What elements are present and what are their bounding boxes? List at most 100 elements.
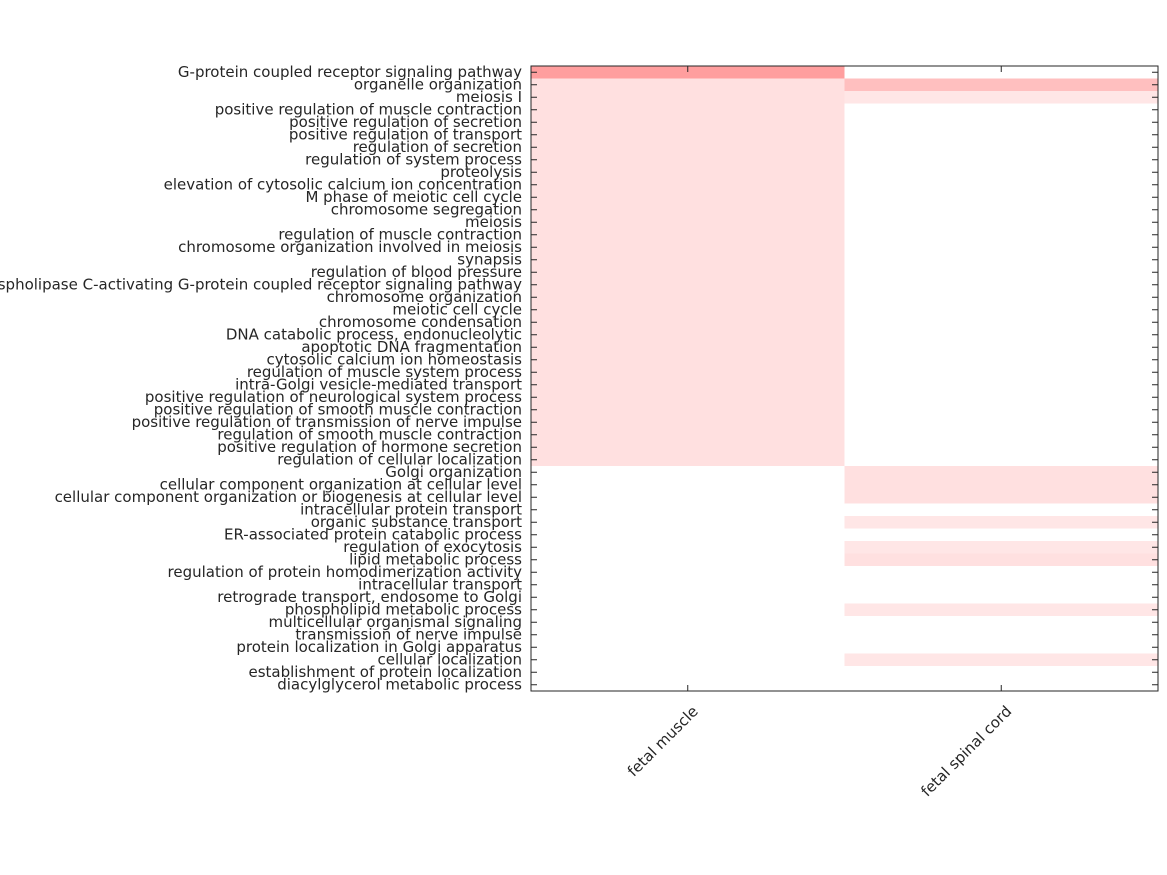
row-label: elevation of cytosolic calcium ion conce… [164, 175, 522, 193]
heatmap-cell [531, 666, 845, 679]
heatmap-cell [844, 616, 1159, 629]
row-label: regulation of cellular localization [277, 450, 522, 468]
row-label: regulation of muscle contraction [278, 225, 522, 243]
row-label: chromosome organization involved in meio… [178, 238, 522, 256]
heatmap-cell [844, 641, 1159, 654]
heatmap-cell [531, 203, 845, 217]
heatmap-cell [844, 216, 1159, 229]
heatmap-cell [531, 478, 845, 492]
heatmap-cell [844, 653, 1159, 667]
heatmap-cell [531, 66, 845, 79]
heatmap-cell [844, 628, 1159, 642]
row-label: regulation of protein homodimerization a… [168, 563, 523, 581]
heatmap-cell [844, 291, 1159, 304]
row-label: G-protein coupled receptor signaling pat… [178, 63, 522, 81]
row-label: proteolysis [440, 163, 522, 181]
row-label: transmission of nerve impulse [295, 625, 522, 643]
heatmap-cell [844, 166, 1159, 179]
heatmap-cell [531, 441, 845, 454]
row-label: chromosome condensation [319, 313, 522, 331]
heatmap-cell [531, 103, 845, 117]
row-label: meiosis I [456, 88, 522, 106]
row-label: cellular localization [377, 650, 522, 668]
heatmap-cell [844, 491, 1159, 504]
heatmap-cell [844, 391, 1159, 404]
heatmap-cell [531, 178, 845, 192]
heatmap-cell [844, 141, 1159, 154]
heatmap-cell [844, 503, 1159, 517]
heatmap-cell [531, 216, 845, 229]
heatmap-cell [844, 553, 1159, 567]
heatmap-cell [844, 103, 1159, 117]
heatmap-cell [531, 503, 845, 517]
heatmap-cell [844, 66, 1159, 79]
heatmap-cell [531, 291, 845, 304]
row-label: Golgi organization [385, 463, 522, 481]
heatmap-cell [531, 591, 845, 604]
row-label: retrograde transport, endosome to Golgi [217, 588, 522, 606]
heatmap-cell [531, 266, 845, 279]
heatmap-cell [531, 428, 845, 442]
heatmap-cell [531, 353, 845, 367]
heatmap-cell [844, 441, 1159, 454]
heatmap-cell [844, 403, 1159, 417]
heatmap-cell [844, 416, 1159, 429]
heatmap-cell [844, 428, 1159, 442]
heatmap-cell [844, 316, 1159, 329]
row-label: phospholipid metabolic process [285, 600, 522, 618]
heatmap-cell [844, 228, 1159, 242]
heatmap-cell [844, 603, 1159, 617]
row-label: regulation of blood pressure [311, 263, 522, 281]
heatmap-cell [844, 241, 1159, 254]
heatmap-cell [531, 341, 845, 354]
column-label: fetal spinal cord [917, 702, 1015, 800]
heatmap-cell [531, 453, 845, 467]
heatmap-cell [531, 228, 845, 242]
heatmap-cell [844, 266, 1159, 279]
heatmap-cell [844, 353, 1159, 367]
heatmap-cell [531, 166, 845, 179]
plot-frame [530, 65, 1159, 692]
heatmap-cell [531, 116, 845, 129]
heatmap-cell [531, 241, 845, 254]
row-label: regulation of smooth muscle contraction [217, 425, 522, 443]
heatmap-cell [844, 253, 1159, 267]
heatmap-cell [531, 378, 845, 392]
row-label: protein localization in Golgi apparatus [236, 638, 522, 656]
heatmap-cell [844, 116, 1159, 129]
heatmap-cell [531, 466, 845, 479]
heatmap-cell [531, 191, 845, 204]
heatmap-cell [844, 78, 1159, 92]
heatmap-cell [844, 128, 1159, 142]
heatmap-cell [531, 491, 845, 504]
row-labels: G-protein coupled receptor signaling pat… [0, 63, 522, 694]
heatmap-cell [844, 591, 1159, 604]
heatmap-cell [844, 366, 1159, 379]
heatmap-cell [844, 328, 1159, 342]
row-label: M phase of meiotic cell cycle [305, 188, 522, 206]
row-label: apoptotic DNA fragmentation [301, 338, 522, 356]
heatmap-cell [531, 403, 845, 417]
row-label: chromosome organization [327, 288, 522, 306]
row-label: multicellular organismal signaling [268, 613, 522, 631]
row-label: regulation of exocytosis [343, 538, 522, 556]
row-label: cytosolic calcium ion homeostasis [267, 350, 523, 368]
heatmap-cell [531, 253, 845, 267]
heatmap-cell [531, 328, 845, 342]
heatmap-cell [844, 541, 1159, 554]
heatmap-cell [844, 341, 1159, 354]
heatmap-cell [844, 516, 1159, 529]
heatmap-cell [844, 91, 1159, 104]
heatmap-cell [531, 153, 845, 167]
heatmap-cell [531, 391, 845, 404]
axis-ticks [531, 66, 1158, 691]
row-label: regulation of system process [305, 150, 522, 168]
heatmap-cell [531, 541, 845, 554]
row-label: synapsis [457, 250, 522, 268]
heatmap-cell [531, 91, 845, 104]
row-label: positive regulation of hormone secretion [217, 438, 522, 456]
heatmap-cell [531, 578, 845, 592]
heatmap-cell [844, 528, 1159, 542]
heatmap-cell [844, 303, 1159, 317]
